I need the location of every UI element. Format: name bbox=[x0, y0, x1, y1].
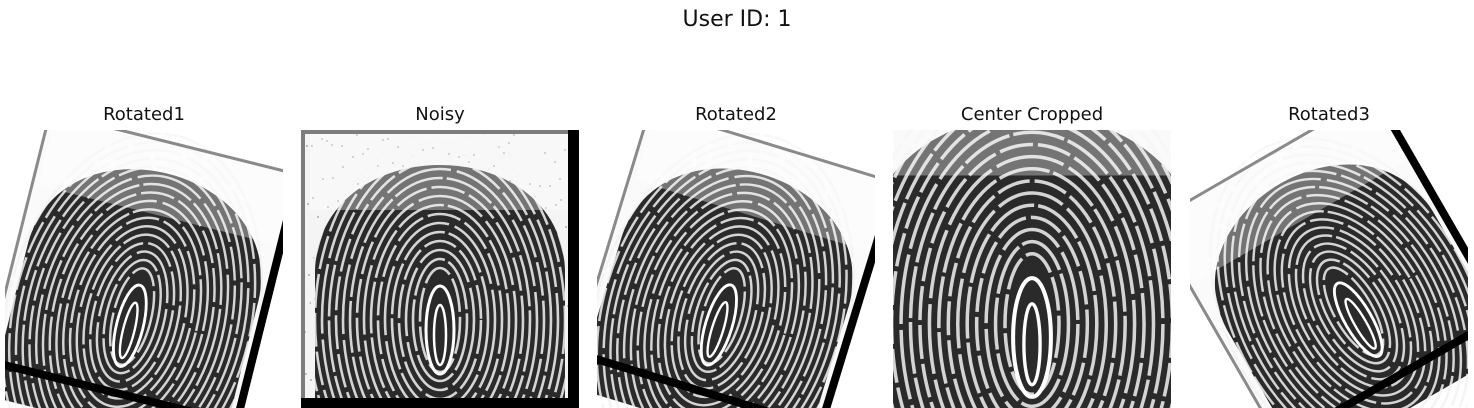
panel-rotated3: Rotated3 bbox=[1190, 100, 1468, 408]
panel-noisy: Noisy bbox=[301, 100, 579, 408]
fingerprint-icon bbox=[301, 130, 579, 408]
fingerprint-image-rotated1 bbox=[5, 130, 283, 408]
fingerprint-image-rotated3 bbox=[1190, 130, 1468, 408]
panel-title-rotated1: Rotated1 bbox=[103, 104, 185, 125]
fingerprint-image-center-cropped bbox=[893, 130, 1171, 408]
panel-center-cropped: Center Cropped bbox=[893, 100, 1171, 408]
fingerprint-image-rotated2 bbox=[597, 130, 875, 408]
fingerprint-icon bbox=[597, 130, 875, 408]
fingerprint-icon bbox=[893, 130, 1171, 408]
panel-rotated1: Rotated1 bbox=[5, 100, 283, 408]
fingerprint-icon bbox=[5, 130, 283, 408]
panel-title-noisy: Noisy bbox=[415, 104, 465, 125]
panel-rotated2: Rotated2 bbox=[597, 100, 875, 408]
panel-title-rotated2: Rotated2 bbox=[695, 104, 777, 125]
panel-title-rotated3: Rotated3 bbox=[1288, 104, 1370, 125]
fingerprint-image-noisy bbox=[301, 130, 579, 408]
panel-title-center-cropped: Center Cropped bbox=[960, 104, 1104, 125]
fingerprint-icon bbox=[1190, 130, 1468, 408]
figure-title: User ID: 1 bbox=[682, 7, 792, 32]
